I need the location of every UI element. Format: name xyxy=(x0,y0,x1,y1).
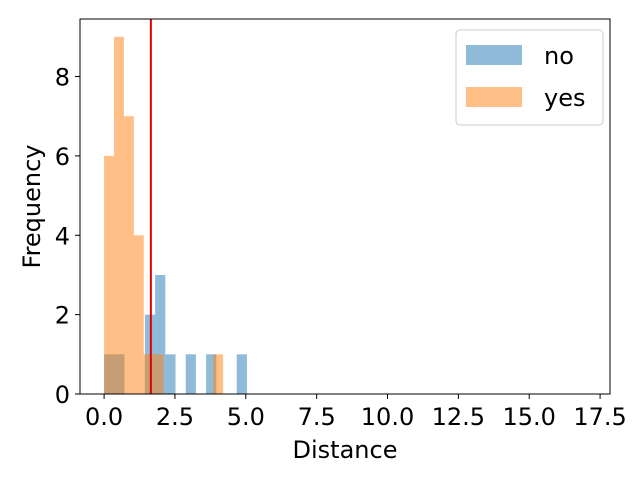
bar-yes-0 xyxy=(104,155,115,394)
y-axis-label: Frequency xyxy=(18,145,46,269)
y-tick-label: 2 xyxy=(55,302,70,330)
bar-yes-3 xyxy=(133,235,144,394)
x-tick-label: 10.0 xyxy=(361,403,414,431)
x-axis-label: Distance xyxy=(293,436,398,464)
bar-yes-1 xyxy=(114,36,124,394)
plot-frame xyxy=(79,18,611,395)
bar-no-3 xyxy=(155,274,166,394)
legend-swatch-yes xyxy=(466,87,522,107)
bar-yes-6 xyxy=(213,354,224,394)
y-tick-label: 8 xyxy=(55,64,70,92)
bar-yes-4 xyxy=(143,354,154,394)
y-tick-label: 6 xyxy=(55,143,70,171)
x-tick-label: 15.0 xyxy=(503,403,556,431)
x-tick-label: 17.5 xyxy=(573,403,626,431)
y-tick-label: 4 xyxy=(55,222,70,250)
x-tick-label: 0.0 xyxy=(85,403,123,431)
bar-no-7 xyxy=(236,354,247,394)
x-axis: 0.0 2.5 5.0 7.5 10.0 12.5 15.0 17.5 xyxy=(85,394,627,431)
y-axis: 0 2 4 6 8 xyxy=(55,64,80,409)
y-tick-label: 0 xyxy=(55,381,70,409)
bars-layer xyxy=(104,36,247,394)
legend-swatch-no xyxy=(466,45,522,65)
bar-no-4 xyxy=(165,354,176,394)
legend-label-yes: yes xyxy=(544,84,585,112)
bar-yes-2 xyxy=(123,116,134,394)
x-tick-label: 2.5 xyxy=(156,403,194,431)
x-tick-label: 12.5 xyxy=(432,403,485,431)
x-tick-label: 7.5 xyxy=(298,403,336,431)
bar-yes-5 xyxy=(153,354,164,394)
bar-no-5 xyxy=(185,354,196,394)
legend-label-no: no xyxy=(544,42,574,70)
legend: no yes xyxy=(455,29,604,126)
x-tick-label: 5.0 xyxy=(227,403,265,431)
bar-no-6 xyxy=(206,354,217,394)
